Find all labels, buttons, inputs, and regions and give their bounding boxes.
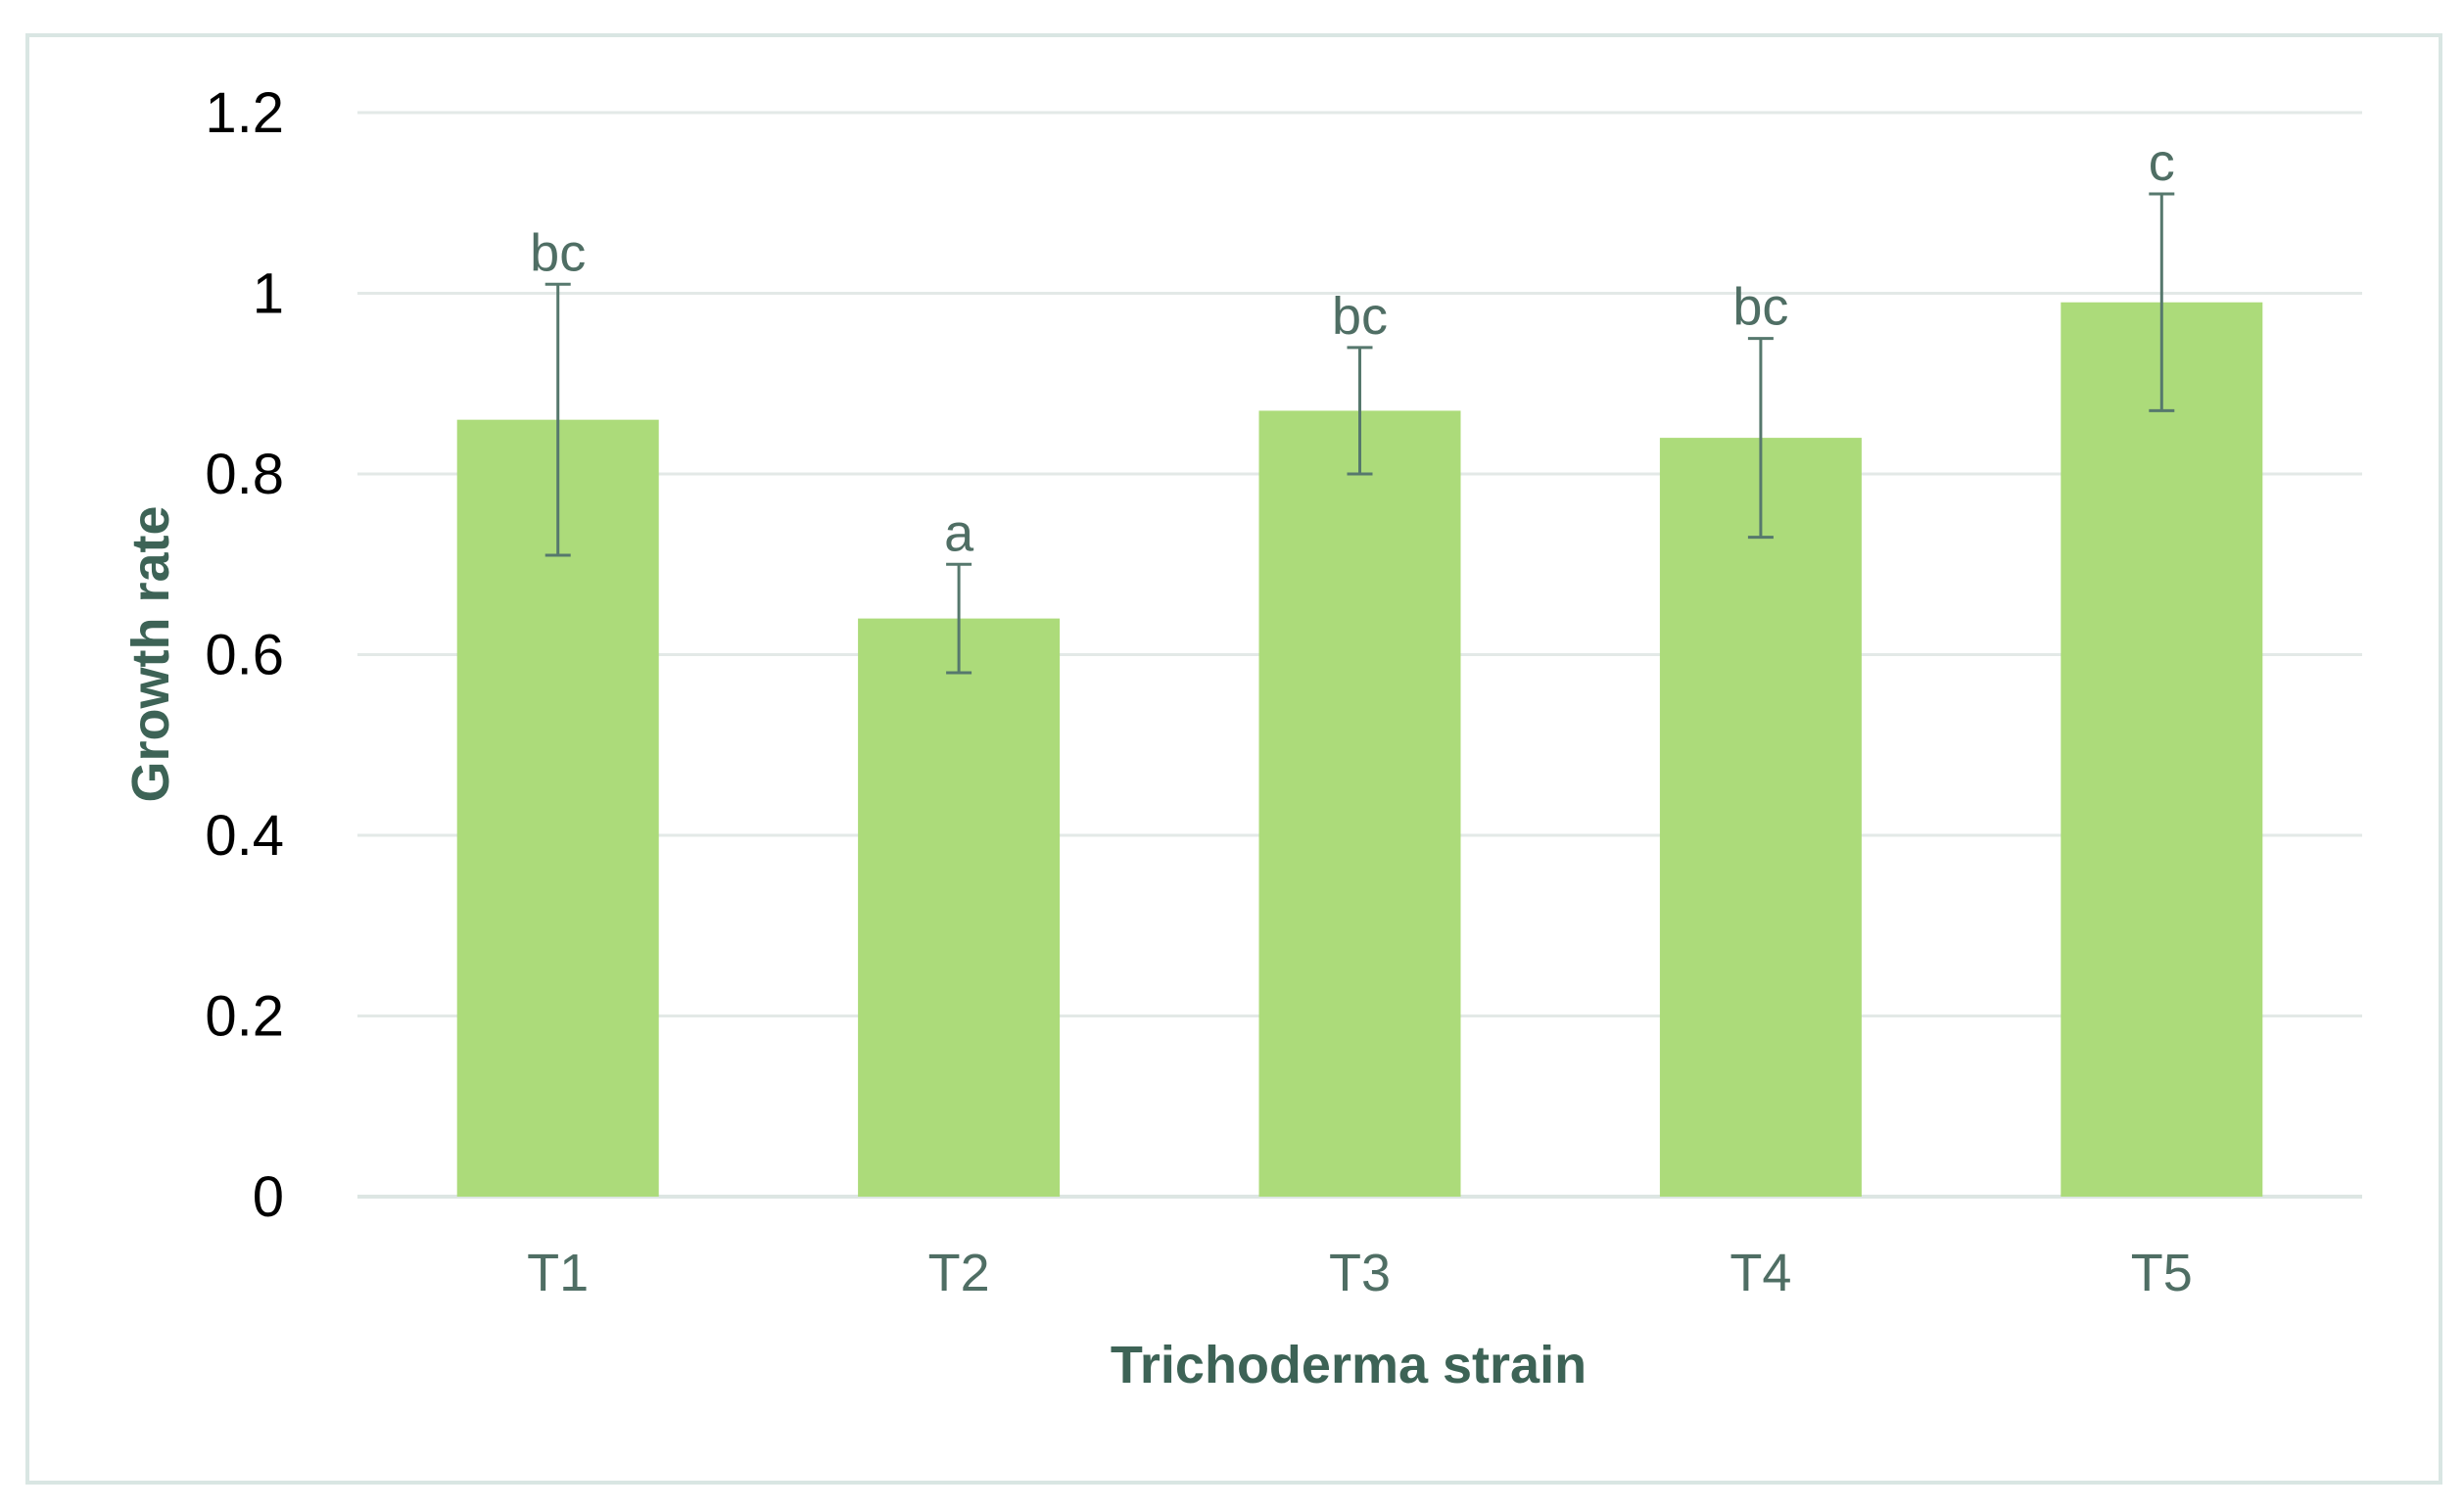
- y-tick-label: 0: [253, 1165, 284, 1229]
- x-tick-label-t4: T4: [1730, 1244, 1791, 1302]
- significance-label-t1: bc: [530, 223, 586, 282]
- error-bar-t1: [545, 282, 571, 557]
- x-axis-title: Trichoderma strain: [1111, 1336, 1587, 1394]
- error-bars: [545, 192, 2175, 675]
- y-tick-label: 1: [253, 262, 284, 326]
- error-bar-t3: [1347, 346, 1373, 476]
- y-axis-title: Growth rate: [121, 505, 180, 802]
- x-axis-ticks: T1 T2 T3 T4 T5: [527, 1244, 2193, 1302]
- x-tick-label-t2: T2: [928, 1244, 990, 1302]
- bars: [456, 302, 2263, 1198]
- bar-t3: [1258, 410, 1461, 1197]
- error-bar-t4: [1747, 337, 1774, 540]
- error-bar-t2: [946, 562, 972, 675]
- chart-frame: [25, 33, 2442, 1485]
- bar-t4: [1659, 438, 1862, 1198]
- x-tick-label-t5: T5: [2131, 1244, 2193, 1302]
- significance-label-t4: bc: [1732, 278, 1788, 337]
- significance-labels: bc a bc bc c: [530, 133, 2175, 562]
- x-tick-label-t3: T3: [1329, 1244, 1391, 1302]
- y-tick-label: 0.4: [205, 804, 284, 868]
- significance-label-t5: c: [2149, 133, 2175, 192]
- y-tick-label: 0.2: [205, 985, 284, 1049]
- y-axis-ticks: 0 0.2 0.4 0.6 0.8 1 1.2: [205, 81, 284, 1229]
- y-tick-label: 0.8: [205, 443, 284, 506]
- significance-label-t3: bc: [1332, 287, 1388, 346]
- y-tick-label: 0.6: [205, 624, 284, 687]
- bar-t2: [858, 618, 1061, 1197]
- gridlines: [357, 111, 2362, 1199]
- significance-label-t2: a: [944, 503, 974, 562]
- y-tick-label: 1.2: [205, 81, 284, 145]
- x-tick-label-t1: T1: [527, 1244, 589, 1302]
- error-bar-t5: [2149, 192, 2175, 412]
- bar-t5: [2061, 302, 2263, 1198]
